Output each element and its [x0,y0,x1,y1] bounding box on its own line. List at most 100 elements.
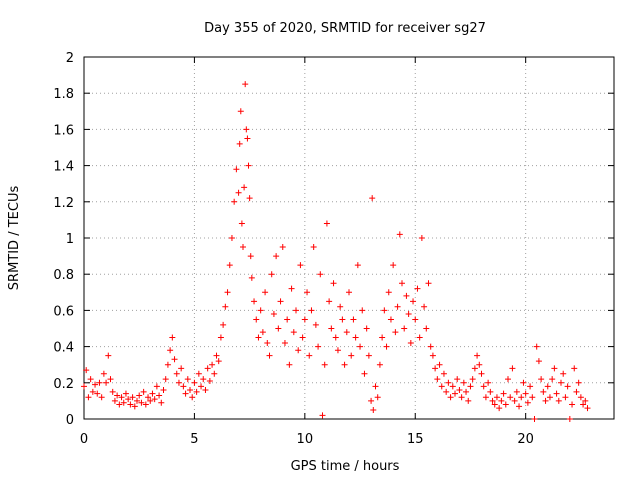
data-point [385,289,392,296]
y-tick-label: 0 [66,413,74,428]
data-point [224,289,231,296]
data-point [184,376,191,383]
data-point [129,394,136,401]
data-point [213,352,220,359]
data-point [293,307,299,314]
data-point [323,220,330,227]
data-point [107,376,114,383]
data-point [427,343,434,350]
data-point [270,311,277,318]
data-point [458,394,465,401]
data-point [440,370,447,377]
data-point [491,401,498,408]
data-point [403,292,410,299]
data-point [242,81,249,88]
data-point [138,399,145,406]
data-point [173,370,180,377]
data-point [582,397,589,404]
data-point [198,383,205,390]
data-point [566,416,573,422]
data-point [334,347,341,354]
data-point [241,184,248,191]
data-point [445,379,452,386]
data-point [370,406,377,413]
data-point [290,329,297,336]
data-point [236,140,243,147]
data-points [81,81,591,422]
data-point [376,361,383,368]
data-point [98,394,105,401]
data-point [538,376,545,383]
data-point [215,358,222,365]
data-point [147,397,154,404]
data-point [533,343,540,350]
data-point [187,387,193,394]
data-point [560,370,567,377]
grid-lines [84,57,614,419]
y-tick-label: 1.8 [53,87,74,102]
y-tick-label: 1.2 [53,196,74,211]
data-point [463,388,470,395]
x-tick-label: 20 [517,432,534,447]
data-point [125,396,132,403]
data-point [580,401,587,408]
data-point [546,394,553,401]
data-point [482,394,489,401]
data-point [478,370,485,377]
data-point [518,394,525,401]
data-point [193,388,200,395]
data-point [114,392,121,399]
data-point [319,412,326,419]
data-point [555,397,562,404]
data-point [337,303,344,310]
data-point [171,356,178,363]
data-point [418,235,425,241]
data-point [153,383,160,390]
data-point [299,334,306,341]
y-tick-label: 0.6 [53,304,74,319]
data-point [487,388,494,395]
data-point [369,195,376,202]
data-point [253,316,260,323]
data-point [571,365,578,372]
data-point [222,303,229,310]
data-point [524,399,531,406]
data-point [284,316,291,323]
data-point [410,298,417,305]
data-point [394,303,401,310]
data-point [262,289,269,296]
data-point [245,162,252,169]
data-point [396,231,403,238]
data-point [553,390,560,397]
x-tick-label: 5 [190,432,198,447]
data-point [308,307,315,314]
data-point [195,370,202,377]
data-point [158,399,165,406]
data-point [100,370,107,377]
data-point [339,316,346,323]
data-point [535,358,542,365]
data-point [83,367,90,374]
data-point [312,321,319,328]
data-point [169,334,176,341]
data-point [301,316,308,323]
data-point [346,289,352,296]
y-tick-label: 1 [66,232,74,247]
y-tick-label: 1.6 [53,123,74,138]
data-point [511,397,518,404]
data-point [238,220,245,227]
data-point [167,347,174,354]
data-point [502,401,509,408]
data-point [454,376,461,383]
data-point [281,339,288,346]
data-point [81,383,87,390]
data-point [500,390,507,397]
data-point [507,394,514,401]
data-point [414,285,421,292]
data-point [549,376,556,383]
data-point [341,361,348,368]
data-point [467,383,474,390]
data-point [564,383,571,390]
data-point [160,387,167,394]
data-point [416,334,423,341]
